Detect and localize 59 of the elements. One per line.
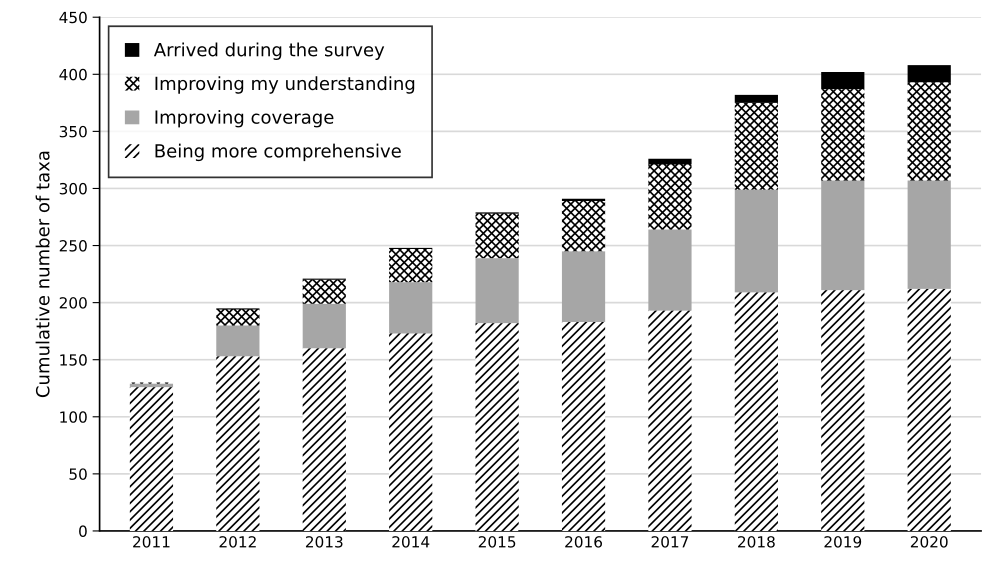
x-tick-label: 2019 [824, 536, 862, 548]
x-tick-label: 2017 [652, 536, 688, 548]
bar [302, 348, 346, 531]
bar [302, 280, 346, 304]
bar [908, 82, 951, 180]
y-tick-label: 300 [60, 182, 87, 194]
bar [216, 356, 260, 531]
bar [562, 251, 606, 322]
y-tick-label: 200 [60, 297, 87, 309]
bar [476, 214, 519, 258]
x-tick-label: 2012 [220, 536, 256, 548]
y-tick-label: 50 [70, 468, 87, 480]
x-tick-label: 2015 [478, 536, 516, 548]
bar [908, 65, 951, 82]
bar [562, 198, 606, 202]
x-tick-label: 2013 [306, 536, 342, 548]
bar [821, 72, 864, 90]
legend-label: Improving coverage [156, 110, 334, 128]
x-tick-label: 2020 [910, 536, 948, 548]
bar [821, 180, 864, 290]
bar [908, 288, 951, 531]
x-tick-label: 2016 [565, 536, 602, 548]
legend-label: Improving my understanding [156, 76, 414, 94]
y-tick-label: 400 [59, 68, 87, 80]
bar [648, 310, 692, 531]
bar [476, 258, 519, 324]
y-tick-label: 250 [60, 240, 87, 252]
bar [302, 304, 346, 348]
bar [734, 102, 778, 190]
y-tick-label: 350 [60, 126, 87, 138]
bar [821, 290, 864, 531]
bar [476, 323, 519, 531]
x-tick-label: 2014 [392, 536, 430, 548]
x-tick-label: 2018 [738, 536, 775, 548]
bar [821, 89, 864, 180]
y-tick-label: 0 [79, 525, 87, 537]
y-tick-label: 150 [60, 354, 87, 366]
legend-label: Being more comprehensive [156, 144, 401, 162]
bar [130, 387, 174, 531]
bar [562, 322, 606, 531]
y-tick-label: 450 [59, 12, 87, 24]
bar [130, 384, 174, 388]
bar [648, 158, 692, 164]
bar [734, 190, 778, 292]
bar [562, 201, 606, 252]
bar [648, 164, 692, 230]
x-tick-label: 2011 [133, 536, 170, 548]
bar [216, 325, 260, 356]
bar [389, 333, 432, 531]
bar [648, 230, 692, 311]
bar [389, 248, 432, 282]
bar [389, 282, 432, 334]
y-tick-label: 100 [60, 411, 87, 423]
y-axis-title: Cumulative number of taxa [36, 152, 50, 398]
bar [734, 94, 778, 103]
bar [734, 292, 778, 531]
legend-label: Arrived during the survey [154, 42, 384, 60]
bar [216, 309, 260, 326]
bar [908, 180, 951, 289]
